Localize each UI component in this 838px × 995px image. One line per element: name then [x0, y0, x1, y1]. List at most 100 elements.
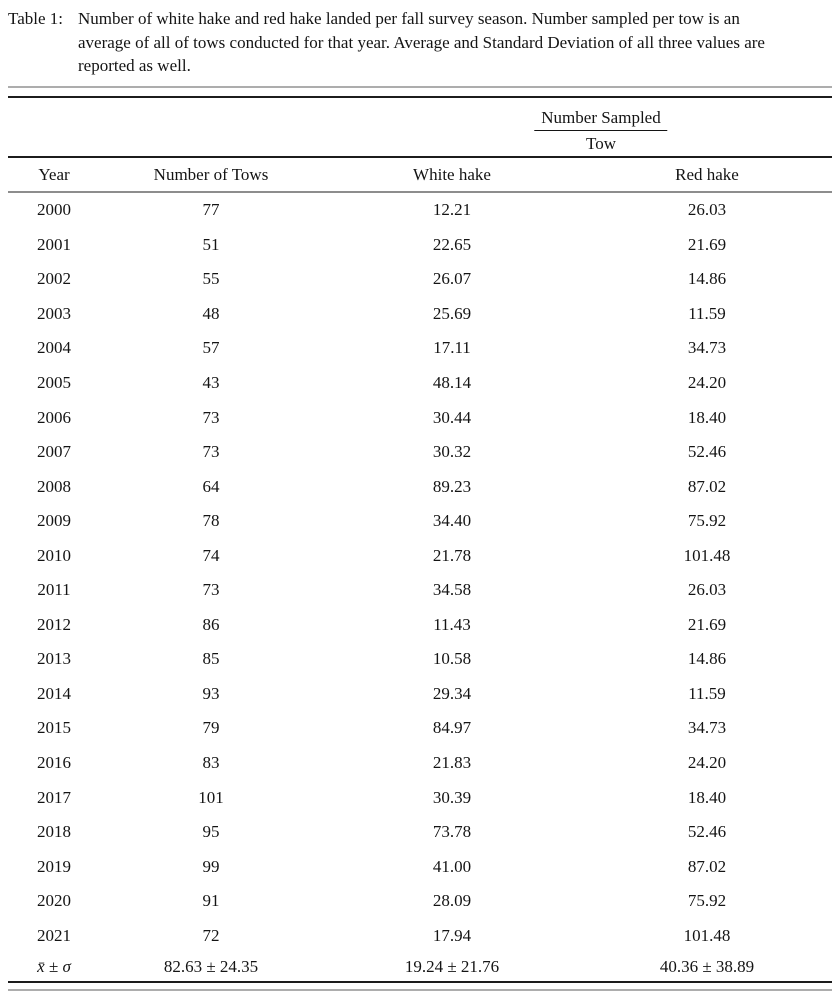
- cell-number-of-tows: 85: [202, 649, 220, 669]
- cell-number-of-tows: 55: [202, 269, 220, 289]
- survey-table: Year Number of Tows White hake Red hake …: [8, 158, 832, 981]
- cell-white-hake: 84.97: [432, 718, 472, 738]
- cell-white-hake: 28.09: [432, 891, 472, 911]
- cell-number-of-tows: 91: [202, 891, 220, 911]
- cell-white-hake: 29.34: [432, 683, 472, 703]
- column-header-white-hake: White hake: [322, 158, 582, 193]
- column-header-year: Year: [8, 158, 100, 193]
- cell-red-hake: 11.59: [688, 683, 726, 703]
- spanner-header: Number Sampled Tow: [8, 98, 832, 156]
- cell-white-hake: 22.65: [432, 234, 472, 254]
- cell-white-hake: 48.14: [432, 373, 472, 392]
- table-row: 2002 55 26.07 14.86: [8, 262, 832, 297]
- table-row: 2003 48 25.69 11.59: [8, 297, 832, 332]
- cell-red-hake: 21.69: [687, 614, 727, 634]
- cell-red-hake: 18.40: [687, 407, 727, 427]
- table-row: 2021 72 17.94 101.48: [8, 918, 832, 953]
- cell-red-hake: 11.59: [688, 303, 726, 323]
- cell-red-hake: 14.86: [687, 269, 727, 289]
- cell-white-hake: 89.23: [432, 476, 472, 496]
- caption-line-3: reported as well.: [78, 56, 191, 75]
- cell-number-of-tows: 78: [202, 511, 220, 531]
- cell-red-hake: 52.46: [687, 442, 727, 462]
- cell-white-hake: 10.58: [432, 649, 472, 669]
- cell-number-of-tows: 48: [202, 303, 220, 323]
- cell-year: 2005: [37, 373, 71, 392]
- cell-red-hake: 87.02: [687, 856, 727, 876]
- cell-red-hake: 24.20: [687, 753, 727, 773]
- cell-year: 2000: [37, 200, 71, 220]
- table-row: 2007 73 30.32 52.46: [8, 435, 832, 470]
- cell-white-hake: 30.44: [432, 407, 472, 427]
- cell-year: 2018: [37, 822, 71, 842]
- cell-red-hake: 26.03: [687, 200, 727, 220]
- cell-red-hake: 26.03: [687, 580, 727, 600]
- bottom-rule-outer: [8, 989, 832, 992]
- table-row: 2019 99 41.00 87.02: [8, 849, 832, 884]
- cell-white-hake: 21.83: [432, 753, 472, 773]
- cell-year: 2010: [37, 545, 71, 565]
- data-table-block: Number Sampled Tow Year Number of Tows W…: [8, 86, 832, 992]
- cell-year: 2019: [37, 856, 71, 876]
- table-body: 2000 77 12.21 26.03 2001 51 22.65 21.69 2002 55 26…: [8, 192, 832, 981]
- cell-year: 2009: [37, 511, 71, 531]
- cell-number-of-tows: 77: [202, 200, 220, 220]
- table-row: 2004 57 17.11 34.73: [8, 331, 832, 366]
- cell-white-hake: 17.11: [433, 338, 471, 358]
- summary-red-hake: 40.36 ± 38.89: [659, 957, 755, 977]
- cell-white-hake: 11.43: [433, 614, 471, 634]
- cell-red-hake: 52.46: [687, 822, 727, 842]
- cell-year: 2016: [37, 753, 71, 773]
- cell-year: 2013: [37, 649, 71, 669]
- table-row: 2011 73 34.58 26.03: [8, 573, 832, 608]
- cell-number-of-tows: 51: [202, 234, 220, 254]
- table-row: 2016 83 21.83 24.20: [8, 746, 832, 781]
- cell-white-hake: 34.40: [432, 511, 472, 531]
- top-rule-inner: [8, 96, 832, 98]
- cell-year: 2021: [37, 925, 71, 945]
- summary-label-mean-sd: x̄ ± σ: [37, 957, 71, 977]
- number-sampled-per-tow-fraction: Number Sampled Tow: [534, 107, 668, 155]
- cell-red-hake: 75.92: [687, 511, 727, 531]
- table-row: 2018 95 73.78 52.46: [8, 815, 832, 850]
- cell-number-of-tows: 99: [202, 856, 220, 876]
- cell-year: 2001: [37, 234, 71, 254]
- table-row: 2013 85 10.58 14.86: [8, 642, 832, 677]
- cell-year: 2003: [37, 303, 71, 323]
- column-header-number-of-tows: Number of Tows: [100, 158, 322, 193]
- cell-red-hake: 14.86: [687, 649, 727, 669]
- cell-year: 2004: [37, 338, 71, 358]
- cell-number-of-tows: 64: [202, 476, 220, 496]
- cell-red-hake: 21.69: [687, 234, 727, 254]
- cell-year: 2014: [37, 683, 71, 703]
- cell-red-hake: 87.02: [687, 476, 727, 496]
- cell-red-hake: 34.73: [687, 718, 727, 738]
- cell-white-hake: 73.78: [432, 822, 472, 842]
- summary-row: x̄ ± σ 82.63 ± 24.35 19.24 ± 21.76 40.36…: [8, 953, 832, 981]
- cell-year: 2008: [37, 476, 71, 496]
- cell-white-hake: 17.94: [432, 925, 472, 945]
- fraction-numerator: Number Sampled: [534, 107, 668, 131]
- cell-year: 2011: [37, 580, 71, 600]
- cell-year: 2020: [37, 891, 71, 911]
- table-row: 2000 77 12.21 26.03: [8, 192, 832, 228]
- cell-white-hake: 12.21: [432, 200, 472, 220]
- cell-white-hake: 26.07: [432, 269, 472, 289]
- top-rule-outer: [8, 86, 832, 88]
- cell-year: 2006: [37, 407, 71, 427]
- cell-number-of-tows: 79: [202, 718, 220, 738]
- bottom-rule-inner: [8, 981, 832, 984]
- summary-tows: 82.63 ± 24.35: [163, 957, 259, 977]
- cell-number-of-tows: 101: [198, 787, 224, 807]
- table-row: 2020 91 28.09 75.92: [8, 884, 832, 919]
- table-row: 2014 93 29.34 11.59: [8, 677, 832, 712]
- table-caption: Table 1: Number of white hake and red ha…: [8, 7, 834, 78]
- spanner-bottom-rule: [8, 156, 832, 158]
- cell-year: 2002: [37, 269, 71, 289]
- cell-year: 2007: [37, 442, 71, 462]
- table-row: 2017 101 30.39 18.40: [8, 780, 832, 815]
- cell-white-hake: 30.32: [432, 442, 472, 462]
- cell-red-hake: 101.48: [683, 925, 731, 945]
- cell-red-hake: 24.20: [687, 373, 727, 392]
